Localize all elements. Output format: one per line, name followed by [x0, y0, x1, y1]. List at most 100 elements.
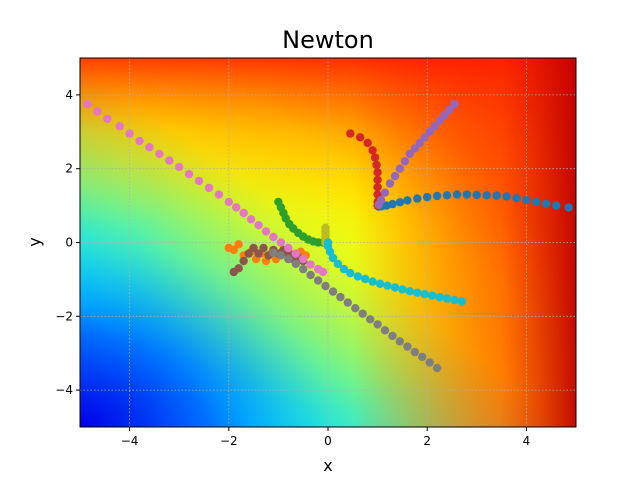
- data-point: [445, 105, 454, 114]
- data-point: [457, 297, 467, 306]
- data-point: [373, 183, 382, 192]
- data-point: [239, 256, 248, 266]
- data-point: [361, 274, 370, 284]
- data-point: [373, 175, 382, 184]
- data-point: [184, 170, 194, 179]
- data-point: [306, 260, 315, 269]
- data-point: [452, 190, 462, 199]
- data-point: [321, 281, 330, 291]
- data-point: [395, 164, 405, 173]
- series-6: [83, 99, 328, 277]
- y-axis-label: y: [25, 237, 44, 246]
- data-point: [380, 326, 390, 335]
- x-tick-label: 4: [523, 434, 531, 448]
- y-tick-label: −4: [55, 383, 73, 397]
- data-point: [249, 243, 258, 253]
- data-point: [502, 192, 511, 201]
- data-point: [375, 279, 385, 288]
- data-point: [532, 197, 541, 207]
- data-point: [353, 272, 362, 281]
- data-point: [276, 238, 286, 247]
- data-point: [115, 122, 124, 131]
- x-tick-label: −4: [121, 434, 139, 448]
- data-point: [103, 114, 112, 124]
- data-point: [93, 107, 102, 116]
- x-axis-label: x: [323, 456, 332, 475]
- data-point: [413, 194, 422, 203]
- data-point: [383, 281, 392, 290]
- data-point: [306, 270, 315, 280]
- data-point: [239, 208, 248, 218]
- data-point: [432, 363, 442, 373]
- data-point: [403, 196, 412, 205]
- data-point: [254, 249, 263, 258]
- data-point: [276, 251, 286, 260]
- data-point: [368, 146, 377, 155]
- y-tick-label: 0: [65, 236, 73, 250]
- data-point: [328, 287, 338, 296]
- data-point: [214, 190, 224, 199]
- data-point: [405, 149, 414, 159]
- data-point: [346, 268, 355, 278]
- data-point: [390, 283, 400, 292]
- data-point: [370, 153, 380, 162]
- data-point: [435, 292, 444, 302]
- y-tick-label: −2: [55, 309, 73, 323]
- data-point: [380, 188, 390, 197]
- data-point: [442, 294, 452, 303]
- data-point: [395, 198, 405, 207]
- data-point: [418, 352, 427, 362]
- data-point: [135, 136, 144, 146]
- x-tick-label: −2: [220, 434, 238, 448]
- data-point: [246, 215, 256, 224]
- data-point: [299, 254, 308, 264]
- data-point: [204, 183, 214, 193]
- data-point: [261, 227, 271, 236]
- data-point: [343, 298, 352, 307]
- data-point: [420, 290, 429, 299]
- data-point: [373, 320, 382, 329]
- data-point: [284, 254, 293, 264]
- data-point: [440, 111, 449, 120]
- data-point: [403, 342, 412, 351]
- data-point: [254, 221, 263, 230]
- series-9: [323, 238, 467, 306]
- data-point: [356, 133, 365, 142]
- chart-title: Newton: [282, 26, 374, 54]
- data-point: [333, 259, 343, 269]
- data-point: [410, 144, 419, 153]
- data-point: [400, 157, 410, 166]
- data-point: [351, 304, 360, 313]
- data-point: [395, 337, 405, 346]
- x-tick-label: 2: [423, 434, 431, 448]
- data-point: [125, 129, 134, 138]
- data-point: [388, 331, 397, 341]
- data-point: [432, 191, 442, 201]
- data-point: [165, 156, 174, 165]
- data-point: [450, 295, 459, 305]
- data-point: [234, 264, 243, 273]
- data-point: [269, 232, 278, 242]
- data-point: [425, 358, 434, 367]
- data-point: [339, 264, 349, 274]
- data-point: [328, 253, 338, 263]
- data-point: [385, 179, 395, 188]
- data-point: [363, 138, 372, 148]
- data-point: [373, 168, 382, 177]
- data-point: [428, 291, 437, 300]
- series-layer: [83, 99, 573, 373]
- data-point: [482, 191, 491, 200]
- data-point: [259, 243, 268, 253]
- data-point: [415, 138, 424, 148]
- data-point: [229, 245, 238, 255]
- data-point: [374, 200, 383, 210]
- data-point: [390, 171, 400, 181]
- data-point: [430, 122, 439, 131]
- data-point: [323, 238, 333, 247]
- data-point: [398, 285, 407, 294]
- data-point: [435, 116, 444, 125]
- data-point: [346, 129, 355, 138]
- data-point: [313, 276, 323, 285]
- data-point: [413, 288, 422, 297]
